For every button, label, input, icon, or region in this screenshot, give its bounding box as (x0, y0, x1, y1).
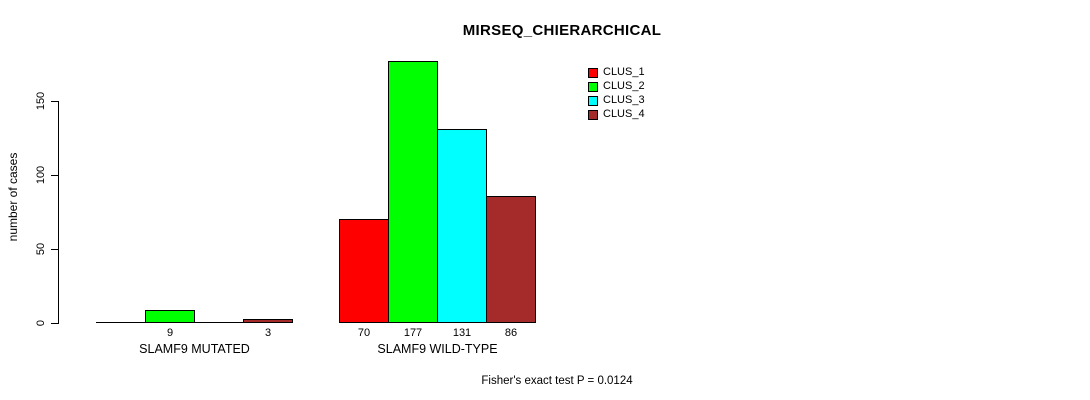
bar-clus_2 (388, 61, 438, 323)
legend-swatch-clus_4 (588, 110, 598, 120)
bar-value-label: 70 (357, 327, 371, 339)
bar-clus_2 (145, 310, 195, 323)
legend-swatch-clus_1 (588, 68, 598, 78)
legend-label: CLUS_1 (603, 66, 645, 78)
legend-label: CLUS_3 (603, 94, 645, 106)
y-tick-mark (51, 323, 58, 324)
bar-value-label: 86 (504, 327, 518, 339)
y-tick-label: 100 (35, 165, 47, 185)
bar-clus_3-zero (194, 322, 244, 323)
annotation-text: Fisher's exact test P = 0.0124 (481, 375, 633, 387)
y-tick-label: 50 (35, 242, 47, 256)
y-tick-mark (51, 249, 58, 250)
category-label: SLAMF9 MUTATED (139, 342, 250, 356)
legend-swatch-clus_2 (588, 82, 598, 92)
bar-value-label: 3 (264, 327, 272, 339)
y-axis-line (58, 101, 59, 324)
legend-swatch-clus_3 (588, 96, 598, 106)
y-tick-mark (51, 101, 58, 102)
chart-title: MIRSEQ_CHIERARCHICAL (462, 22, 662, 39)
y-tick-mark (51, 175, 58, 176)
bar-clus_1 (339, 219, 389, 323)
y-tick-label: 0 (35, 319, 47, 327)
bar-value-label: 9 (166, 327, 174, 339)
bar-clus_1-zero (96, 322, 146, 323)
legend-label: CLUS_4 (603, 108, 645, 120)
category-label: SLAMF9 WILD-TYPE (377, 342, 498, 356)
bar-value-label: 177 (403, 327, 423, 339)
y-axis-label: number of cases (6, 152, 20, 242)
bar-clus_4 (243, 319, 293, 323)
bar-clus_4 (486, 196, 536, 323)
bar-clus_3 (437, 129, 487, 323)
legend-label: CLUS_2 (603, 80, 645, 92)
y-tick-label: 150 (35, 91, 47, 111)
bar-value-label: 131 (452, 327, 472, 339)
